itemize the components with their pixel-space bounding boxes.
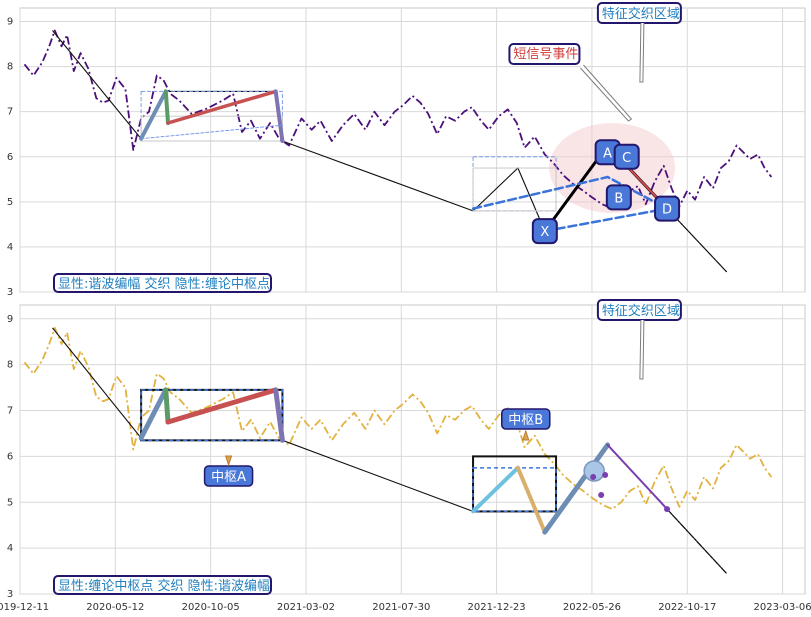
center-a-label: 中枢A	[211, 470, 246, 485]
point-label-d: D	[662, 203, 672, 218]
bottom_panel-ytick-5: 8	[7, 360, 13, 371]
top-left-purple	[273, 89, 285, 143]
top_panel-feature-zone-label: 特征交织区域	[602, 6, 680, 22]
point-label-a: A	[603, 146, 612, 161]
top_panel-corner-label-box	[53, 273, 272, 293]
top-left-red	[166, 89, 278, 125]
top_panel-ytick-4: 7	[7, 107, 13, 118]
bottom_panel-corner-label: 显性:缠论中枢点 交织 隐性:谐波编幅	[58, 578, 270, 594]
x-tick-7: 2022-10-17	[658, 602, 716, 613]
feature-zone-ellipse	[549, 123, 676, 214]
bottom-left-steel	[138, 387, 169, 441]
bottom_panel-price-line	[23, 327, 773, 510]
bottom_panel-frame	[19, 304, 806, 595]
x-tick-5: 2021-12-23	[468, 602, 526, 613]
top_panel-ytick-3: 6	[7, 152, 13, 163]
bottom_panel-feature-zone-box	[596, 299, 682, 321]
top_panel-ytick-1: 4	[7, 242, 13, 253]
point-box-d	[654, 195, 681, 222]
bottom-feature-dot-3	[598, 492, 605, 498]
top-left-blue-thin	[140, 124, 283, 140]
center-b-arrow	[522, 429, 530, 441]
bottom_panel-ytick-3: 6	[7, 451, 13, 462]
top_panel-price-line	[23, 29, 773, 210]
top_panel-ytick-2: 5	[7, 197, 13, 208]
x-tick-8: 2023-03-06	[754, 602, 811, 613]
bottom_panel-feature-zone-label: 特征交织区域	[602, 303, 680, 319]
point-box-c	[613, 143, 640, 170]
top_panel-frame	[19, 7, 806, 293]
top-signal-arrow	[580, 64, 633, 122]
bottom-feature-dot-1	[590, 474, 597, 480]
bottom-feature-point	[583, 460, 605, 482]
bottom-left-red	[165, 387, 279, 425]
x-tick-6: 2022-05-26	[563, 602, 621, 613]
bottom-right-cyan	[471, 465, 520, 514]
point-label-c: C	[622, 151, 631, 166]
bottom-left-purple	[273, 387, 285, 443]
point-label-b: B	[614, 191, 623, 206]
bottom_panel-ytick-2: 5	[7, 497, 13, 508]
x-tick-4: 2021-07-30	[372, 602, 430, 613]
top-left-steel	[139, 89, 168, 141]
point-label-x: X	[540, 225, 549, 240]
bottom_panel-ytick-4: 7	[7, 406, 13, 417]
top_panel-ytick-6: 9	[7, 17, 13, 28]
point-box-b	[605, 184, 632, 211]
top-right-blue-dashed-lower	[543, 207, 669, 233]
top_panel-feature-zone-box	[596, 2, 682, 24]
bottom-right-purple-dot	[606, 443, 669, 511]
bottom_panel-corner-label-box	[53, 575, 272, 595]
top_panel-ytick-0: 3	[7, 287, 13, 298]
top_panel-feature-zone-arrow	[639, 22, 645, 83]
top-signal-label: 短信号事件	[513, 47, 578, 62]
x-tick-1: 2020-05-12	[86, 602, 144, 613]
bottom_panel-feature-zone-arrow	[639, 319, 645, 380]
x-tick-2: 2020-10-05	[182, 602, 240, 613]
bottom-left-green	[163, 387, 171, 425]
center-a-arrow	[224, 455, 233, 467]
bottom-center-a-dashed	[140, 389, 284, 442]
top-right-blue-dashed	[471, 175, 669, 210]
x-tick-0: 2019-12-11	[0, 602, 49, 613]
bottom_panel-ytick-6: 9	[7, 314, 13, 325]
bottom-center-b-dashed	[472, 467, 557, 513]
center-b-label: 中枢B	[508, 413, 543, 428]
center-b-box	[501, 408, 551, 430]
x-tick-3: 2021-03-02	[277, 602, 335, 613]
top-left-green	[163, 89, 170, 125]
bottom_panel-ytick-1: 4	[7, 543, 13, 554]
top_panel-ytick-5: 8	[7, 62, 13, 73]
top-signal-box	[508, 43, 581, 65]
bottom-right-steel	[542, 442, 611, 535]
bottom-feature-dot-2	[602, 472, 609, 478]
point-box-x	[531, 218, 558, 245]
bottom-feature-dot-4	[664, 506, 671, 513]
top_panel-corner-label: 显性:谐波编幅 交织 隐性:缠论中枢点	[58, 276, 270, 292]
bottom-right-tan	[515, 465, 547, 535]
bottom_panel-ytick-0: 3	[7, 589, 13, 600]
